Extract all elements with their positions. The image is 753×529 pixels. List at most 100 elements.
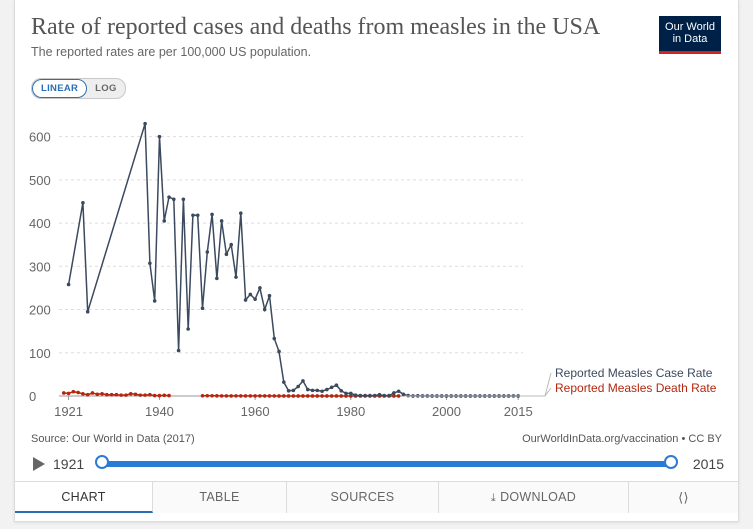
case-rate-point[interactable] [363, 393, 367, 398]
death-rate-point[interactable] [105, 392, 109, 397]
case-rate-point[interactable] [81, 200, 85, 205]
case-rate-point[interactable] [162, 219, 167, 223]
tab-sources[interactable]: SOURCES [287, 482, 439, 513]
death-rate-point[interactable] [248, 394, 253, 398]
death-rate-point[interactable] [210, 393, 214, 398]
death-rate-point[interactable] [81, 392, 85, 396]
death-rate-point[interactable] [238, 394, 243, 398]
case-rate-point[interactable] [258, 286, 262, 290]
death-rate-point[interactable] [315, 394, 320, 398]
death-rate-point[interactable] [296, 394, 300, 398]
play-icon[interactable] [33, 457, 45, 471]
case-rate-point[interactable] [248, 292, 253, 297]
case-rate-point[interactable] [210, 212, 214, 217]
case-rate-point[interactable] [296, 384, 300, 389]
death-rate-point[interactable] [320, 394, 324, 398]
case-rate-point[interactable] [186, 327, 190, 331]
death-rate-point[interactable] [85, 392, 90, 397]
case-rate-point[interactable] [372, 393, 377, 398]
death-rate-point[interactable] [90, 391, 95, 395]
case-rate-point[interactable] [172, 197, 176, 202]
death-rate-point[interactable] [114, 392, 119, 397]
death-rate-point[interactable] [200, 393, 205, 398]
case-rate-point[interactable] [234, 275, 238, 279]
case-rate-point[interactable] [334, 383, 339, 387]
case-rate-point[interactable] [348, 391, 353, 396]
death-rate-point[interactable] [138, 393, 143, 397]
case-rate-point[interactable] [272, 336, 277, 341]
death-rate-point[interactable] [76, 390, 80, 395]
death-rate-point[interactable] [157, 393, 162, 398]
timeline-end-handle[interactable] [664, 455, 678, 469]
death-rate-point[interactable] [167, 393, 171, 398]
case-rate-point[interactable] [262, 307, 267, 312]
case-rate-point[interactable] [358, 393, 363, 398]
death-rate-point[interactable] [334, 394, 339, 398]
case-rate-point[interactable] [191, 213, 195, 218]
death-rate-point[interactable] [396, 394, 401, 398]
case-rate-point[interactable] [301, 379, 305, 383]
death-rate-point[interactable] [286, 394, 291, 398]
tab-chart[interactable]: CHART [15, 482, 153, 513]
death-rate-point[interactable] [215, 394, 219, 398]
death-rate-point[interactable] [224, 394, 229, 398]
case-rate-point[interactable] [66, 282, 71, 287]
linear-scale-button[interactable]: LINEAR [32, 79, 88, 98]
case-rate-point[interactable] [387, 393, 391, 398]
case-rate-point[interactable] [286, 389, 291, 393]
case-rate-point[interactable] [277, 349, 281, 354]
death-rate-point[interactable] [133, 392, 138, 397]
death-rate-point[interactable] [219, 394, 224, 398]
death-rate-point[interactable] [124, 393, 128, 397]
death-rate-point[interactable] [61, 391, 66, 395]
case-rate-point[interactable] [344, 391, 348, 396]
death-rate-point[interactable] [100, 392, 104, 396]
death-rate-point[interactable] [392, 394, 396, 398]
case-rate-point[interactable] [377, 392, 382, 397]
death-rate-point[interactable] [262, 394, 267, 398]
death-rate-point[interactable] [148, 392, 152, 397]
case-rate-point[interactable] [325, 387, 329, 392]
case-rate-point[interactable] [176, 348, 181, 353]
death-rate-point[interactable] [119, 393, 123, 397]
death-rate-point[interactable] [348, 394, 353, 398]
death-rate-point[interactable] [305, 394, 310, 398]
case-rate-point[interactable] [200, 306, 205, 311]
case-rate-point[interactable] [353, 393, 358, 397]
death-rate-point[interactable] [277, 394, 281, 398]
case-rate-point[interactable] [339, 389, 344, 393]
death-rate-point[interactable] [128, 392, 133, 396]
case-rate-point[interactable] [329, 385, 334, 390]
death-rate-point[interactable] [329, 394, 334, 398]
death-rate-point[interactable] [301, 394, 305, 398]
case-rate-point[interactable] [219, 219, 224, 223]
case-rate-point[interactable] [396, 389, 401, 394]
log-scale-button[interactable]: LOG [95, 83, 117, 94]
case-rate-point[interactable] [310, 388, 315, 393]
death-rate-point[interactable] [258, 394, 262, 398]
tab-download[interactable]: ⤓ DOWNLOAD [439, 482, 629, 513]
death-rate-point[interactable] [205, 393, 210, 398]
case-rate-point[interactable] [305, 387, 310, 392]
owid-logo[interactable]: Our World in Data [659, 16, 721, 54]
case-rate-point[interactable] [205, 250, 210, 254]
death-rate-point[interactable] [229, 394, 234, 398]
case-rate-point[interactable] [238, 211, 243, 215]
case-rate-point[interactable] [368, 393, 372, 398]
case-rate-point[interactable] [224, 252, 229, 257]
case-rate-point[interactable] [401, 392, 406, 397]
case-rate-point[interactable] [320, 389, 324, 394]
death-rate-point[interactable] [71, 389, 76, 394]
case-rate-point[interactable] [181, 197, 186, 202]
tab-table[interactable]: TABLE [153, 482, 287, 513]
case-rate-point[interactable] [291, 388, 296, 393]
case-rate-point[interactable] [143, 121, 147, 126]
death-rate-point[interactable] [272, 394, 277, 398]
case-rate-point[interactable] [195, 213, 200, 218]
case-rate-point[interactable] [392, 391, 396, 395]
death-rate-point[interactable] [109, 392, 114, 397]
death-rate-point[interactable] [339, 394, 344, 398]
death-rate-point[interactable] [325, 394, 329, 398]
death-rate-point[interactable] [234, 394, 238, 398]
legend-label[interactable]: Reported Measles Death Rate [555, 381, 717, 395]
